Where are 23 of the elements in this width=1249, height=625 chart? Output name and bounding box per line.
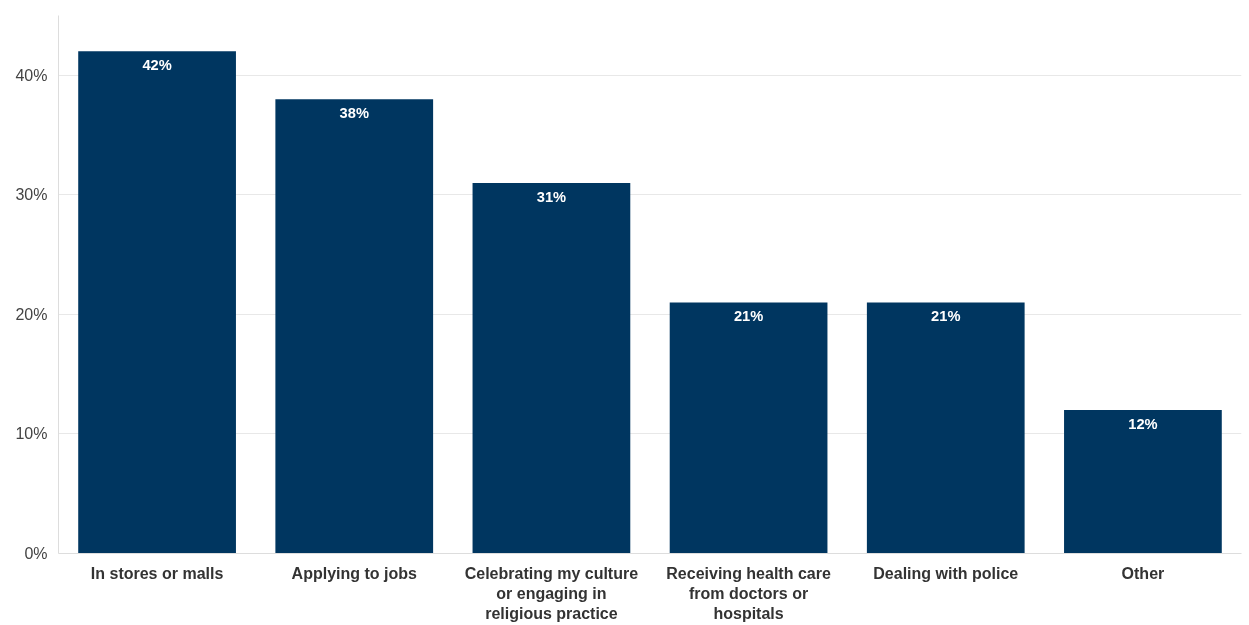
data-label: 21% [931,308,961,325]
bar [78,51,236,554]
bar [275,99,434,554]
x-tick-label: Dealing with police [873,564,1019,582]
y-tick-label: 20% [15,305,48,323]
x-tick-label: Receiving health care from doctors or hospitals [666,564,831,623]
data-label: 31% [536,188,567,205]
bar [866,302,1025,554]
data-label: 12% [1128,416,1158,433]
y-tick-label: 0% [24,545,48,562]
x-tick-label: Other [1121,564,1165,582]
data-label: 42% [142,57,172,74]
x-tick-label: Celebrating my culture or engaging in religious practice [464,564,639,623]
y-tick-label: 30% [15,186,48,204]
bar [472,182,631,554]
x-tick-label: In stores or malls [90,564,224,582]
bar [669,302,828,554]
bar [1064,410,1222,554]
data-label: 38% [339,105,369,122]
data-label: 21% [733,308,764,325]
y-tick-label: 40% [15,66,48,84]
y-tick-label: 10% [15,425,48,443]
x-tick-label: Applying to jobs [291,564,418,582]
